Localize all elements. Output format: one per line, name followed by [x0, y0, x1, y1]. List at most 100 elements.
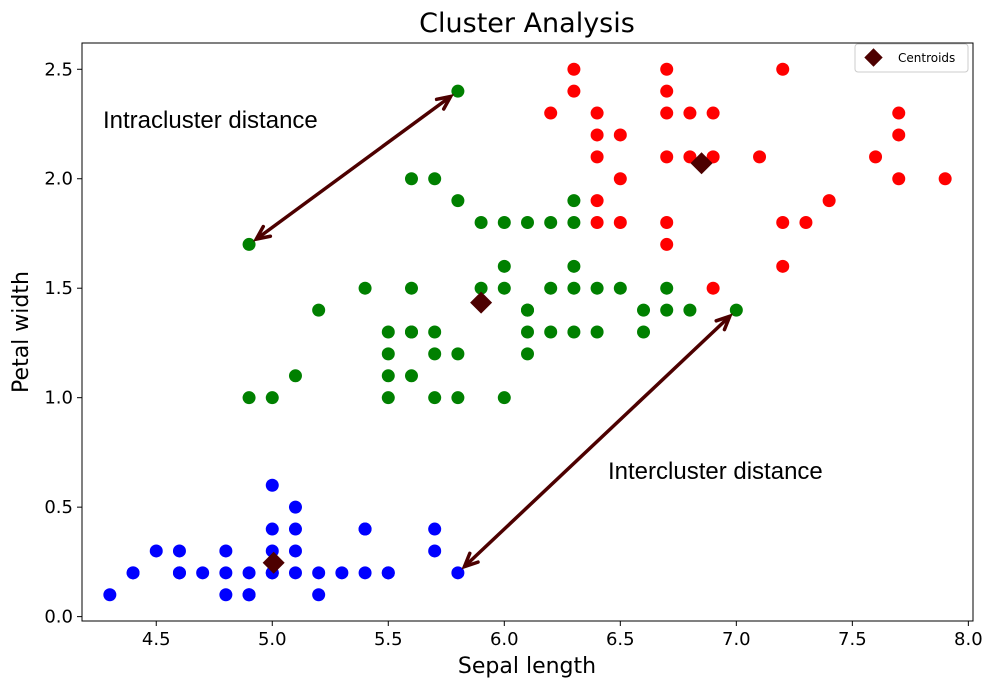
data-point	[451, 566, 465, 580]
data-point	[660, 237, 674, 251]
data-point	[172, 566, 186, 580]
legend-diamond-icon	[864, 48, 883, 67]
data-point	[590, 194, 604, 208]
x-tick-label: 6.0	[490, 629, 519, 650]
data-point	[242, 588, 256, 602]
data-point	[892, 128, 906, 142]
data-point	[381, 391, 395, 405]
data-point	[172, 544, 186, 558]
data-point	[451, 84, 465, 98]
data-point	[776, 62, 790, 76]
data-point	[312, 566, 326, 580]
data-point	[938, 172, 952, 186]
data-point	[567, 281, 581, 295]
data-point	[660, 216, 674, 230]
data-point	[683, 106, 697, 120]
data-point	[428, 391, 442, 405]
data-point	[312, 303, 326, 317]
data-point	[706, 106, 720, 120]
data-point	[776, 259, 790, 273]
data-point	[219, 566, 233, 580]
y-axis-ticks: 0.0 0.5 1.0 1.5 2.0 2.5	[44, 59, 82, 628]
data-point	[265, 522, 279, 536]
data-point	[567, 325, 581, 339]
arrowhead	[714, 313, 733, 332]
data-points	[103, 62, 952, 602]
centroid-marker	[262, 551, 285, 574]
data-point	[544, 281, 558, 295]
data-point	[567, 216, 581, 230]
data-point	[613, 172, 627, 186]
data-point	[428, 544, 442, 558]
centroid-marker	[690, 152, 713, 175]
data-point	[335, 566, 349, 580]
data-point	[637, 303, 651, 317]
data-point	[428, 172, 442, 186]
annotation-intracluster: Intracluster distance	[103, 107, 318, 134]
data-point	[428, 347, 442, 361]
data-point	[288, 522, 302, 536]
annotation-intercluster: Intercluster distance	[608, 458, 823, 485]
data-point	[288, 566, 302, 580]
centroid-markers	[262, 152, 713, 574]
data-point	[219, 588, 233, 602]
data-point	[474, 281, 488, 295]
data-point	[544, 216, 558, 230]
data-point	[892, 172, 906, 186]
data-point	[126, 566, 140, 580]
data-point	[613, 216, 627, 230]
data-point	[404, 172, 418, 186]
data-point	[660, 106, 674, 120]
data-point	[358, 566, 372, 580]
data-point	[683, 150, 697, 164]
x-tick-label: 5.5	[374, 629, 403, 650]
x-tick-label: 7.5	[838, 629, 867, 650]
data-point	[613, 281, 627, 295]
arrowhead	[434, 94, 455, 111]
y-tick-label: 2.0	[44, 169, 73, 190]
data-point	[288, 500, 302, 514]
data-point	[381, 566, 395, 580]
data-point	[822, 194, 836, 208]
x-tick-label: 4.5	[142, 629, 171, 650]
x-tick-label: 7.0	[722, 629, 751, 650]
data-point	[521, 303, 534, 317]
data-point	[706, 150, 720, 164]
arrowhead	[252, 224, 273, 242]
data-point	[265, 391, 279, 405]
distance-arrow-line	[255, 95, 452, 241]
data-point	[242, 391, 256, 405]
data-point	[196, 566, 210, 580]
data-point	[451, 391, 465, 405]
data-point	[776, 216, 790, 230]
data-point	[428, 325, 442, 339]
data-point	[729, 303, 743, 317]
data-point	[706, 281, 720, 295]
data-point	[497, 391, 511, 405]
data-point	[312, 588, 326, 602]
data-point	[544, 106, 558, 120]
data-point	[683, 303, 697, 317]
data-point	[358, 522, 372, 536]
data-point	[428, 522, 442, 536]
data-point	[544, 325, 558, 339]
data-point	[590, 128, 604, 142]
x-axis-label: Sepal length	[458, 654, 596, 679]
data-point	[590, 325, 604, 339]
legend-label-centroids: Centroids	[898, 51, 955, 65]
data-point	[660, 62, 674, 76]
data-point	[381, 325, 395, 339]
data-point	[590, 281, 604, 295]
data-point	[265, 478, 279, 492]
y-tick-label: 2.5	[44, 59, 73, 80]
data-point	[567, 84, 581, 98]
data-point	[590, 106, 604, 120]
y-tick-label: 1.5	[44, 278, 73, 299]
data-point	[474, 216, 488, 230]
data-point	[869, 150, 883, 164]
x-tick-label: 6.5	[606, 629, 635, 650]
data-point	[404, 369, 418, 383]
x-tick-label: 8.0	[954, 629, 983, 650]
data-point	[381, 347, 395, 361]
